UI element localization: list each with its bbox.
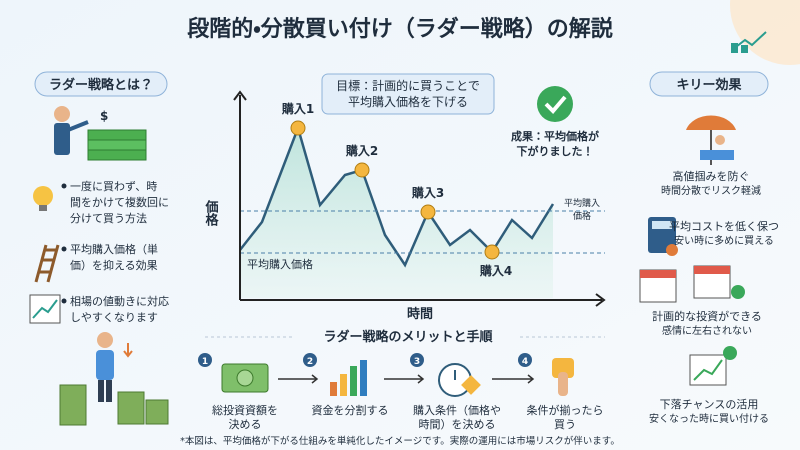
result-line: 成果：平均価格が [511,129,599,143]
purchase-points [290,120,500,260]
person-coins [59,332,169,426]
svg-text:$: $ [100,109,108,123]
calculator-icon [648,217,678,256]
step-number: 4 [522,357,528,367]
bullet [61,246,67,252]
step-number: 3 [414,357,420,367]
step-label: 資金を分割する [312,404,389,417]
x-label: 時間 [407,306,433,322]
purchase-label: 購入4 [479,263,512,278]
goal-line: 目標：計画的に買うことで [336,78,480,93]
avg-tag: 価格 [573,210,591,222]
right-title: キリー効果 [676,77,741,93]
step-number: 1 [202,357,208,367]
bulb-icon [33,186,53,211]
left-item-line: 相場の値動きに対応 [70,294,169,308]
title: 段階的・分散買い付け（ラダー戦略）の解説 [187,16,612,42]
step-label: 購入条件（価格や [413,403,501,417]
purchase-label: 購入2 [345,143,378,158]
step-label: 総投資資額を [212,403,278,417]
step-label: 買う [554,418,576,431]
step-label: 時間）を決める [419,418,496,431]
step-badge [518,353,532,367]
left-item-line: 価）を抑える効果 [70,258,158,272]
purchase-label: 購入1 [281,101,314,116]
benefit-title: 平均コストを低く保つ [669,219,779,233]
goal-box [321,73,495,115]
trend-icon [29,294,61,324]
step-badge [410,353,424,367]
avg-tag: 平均購入 [564,197,600,209]
benefit-desc: 安くなった時に買い付ける [649,412,769,425]
step-number: 2 [307,357,313,367]
ladder-icon [34,244,60,283]
step-badge [303,353,317,367]
step-badge [198,353,212,367]
money-icon: $ [54,106,147,161]
bullet [61,183,67,189]
price-area [240,128,553,298]
check-mark [544,95,567,114]
benefit-desc: 安い時に多めに買える [674,234,774,247]
growth-icon [689,346,737,386]
left-item-line: しやすくなります [70,311,158,324]
step-icons [221,358,574,397]
left-panel: ラダー戦略とは？ $ 一度に買わず、時間をかけて複数回に分けて買う方法平均購入価… [29,71,169,426]
benefit-title: 計画的な投資ができる [652,309,762,323]
benefit-title: 下落チャンスの活用 [660,398,759,411]
calendar-icon [639,265,745,303]
benefit-title: 高値掴みを防ぐ [673,169,750,183]
y-label: 価格 [203,199,220,227]
check-icon [537,86,573,122]
chart: 目標：計画的に買うことで 平均購入価格を下げる 成果：平均価格が 下がりました！… [203,73,606,322]
result-line: 下がりました！ [517,144,594,158]
title-icon [731,31,767,53]
left-item-line: 一度に買わず、時 [70,180,157,193]
right-panel: キリー効果 高値掴みを防ぐ時間分散でリスク軽減平均コストを低く保つ安い時に多めに… [639,71,779,425]
purchase-label: 購入3 [411,185,444,200]
price-line [239,124,555,268]
left-title: ラダー戦略とは？ [49,77,153,93]
left-item-line: 平均購入価格（単 [70,242,158,256]
step-arrows [278,374,535,384]
benefit-desc: 時間分散でリスク軽減 [661,184,761,197]
left-item-line: 分けて買う方法 [70,211,147,225]
beach-icon [686,115,736,165]
axis-arrows [233,90,606,307]
step-label: 条件が揃ったら [527,403,604,417]
steps-title: ラダー戦略のメリットと手順 [323,329,493,345]
footnote: *本図は、平均価格が下がる仕組みを単純化したイメージです。実際の運用には市場リス… [180,435,620,447]
benefit-desc: 感情に左右されない [662,324,752,337]
goal-line: 平均購入価格を下げる [348,94,468,109]
left-item-line: 間をかけて複数回に [70,195,169,209]
bullet [61,298,67,304]
step-label: 決める [229,418,262,431]
avg-label: 平均購入価格 [247,257,313,271]
